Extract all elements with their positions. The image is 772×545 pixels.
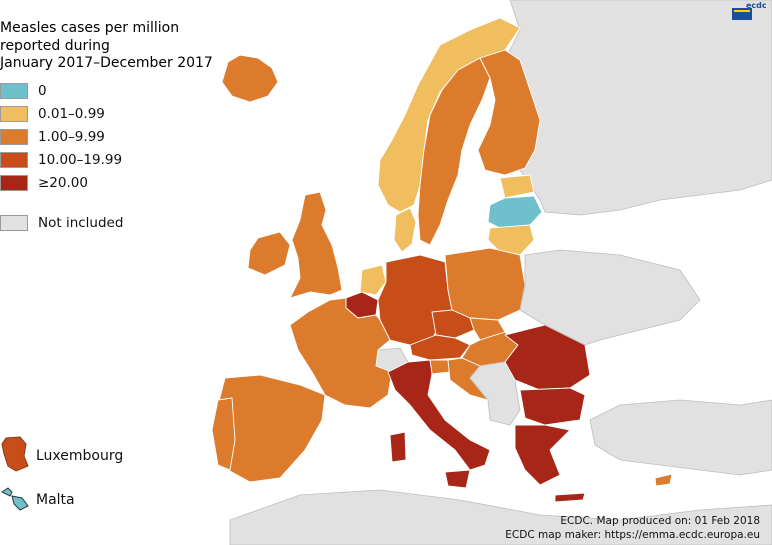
country-italy [387,359,491,471]
legend-item-5: Not included [0,214,123,232]
inset-label-luxembourg: Luxembourg [36,448,124,464]
legend-swatch [0,152,28,168]
legend-label: Not included [38,215,124,231]
legend-label: 0.01–0.99 [38,106,105,122]
country-slovenia [429,359,451,375]
legend-label: 1.00–9.99 [38,129,105,145]
country-latvia [487,195,543,229]
region-turkey [589,399,772,476]
country-poland [444,247,526,321]
region-ukraine-belarus [519,249,701,346]
country-austria [409,334,471,361]
country-denmark [393,207,417,253]
legend-label: 10.00–19.99 [38,152,123,168]
country-iceland [221,54,279,103]
country-estonia [499,174,535,199]
legend-title: Measles cases per million reported durin… [0,20,213,71]
country-netherlands [359,264,387,296]
region-north-africa [229,489,772,545]
ecdc-logo-text: ecdc [746,1,766,10]
malta-inset [1,487,29,511]
legend-item-4: ≥20.00 [0,174,88,192]
country-ireland [247,231,291,276]
country-sweden [417,57,491,246]
legend-label: 0 [38,83,47,99]
legend-swatch [0,106,28,122]
map-credits: ECDC. Map produced on: 01 Feb 2018 ECDC … [505,515,760,542]
legend-swatch [0,83,28,99]
credits-line-2: ECDC map maker: https://emma.ecdc.europa… [505,528,760,541]
country-portugal [211,397,236,471]
ecdc-logo-icon: ecdc [732,1,766,20]
legend-item-2: 1.00–9.99 [0,128,105,146]
country-bulgaria [519,387,586,426]
legend-swatch [0,129,28,145]
country-uk [289,191,343,299]
inset-label-malta: Malta [36,492,75,508]
legend-item-1: 0.01–0.99 [0,105,105,123]
country-finland [477,49,541,176]
legend-item-0: 0 [0,82,47,100]
region-russia [499,0,772,216]
credits-line-1: ECDC. Map produced on: 01 Feb 2018 [560,515,760,527]
legend-item-3: 10.00–19.99 [0,151,122,169]
legend-swatch [0,215,28,231]
legend-swatch [0,175,28,191]
country-italy-sicily [444,469,471,489]
legend-label: ≥20.00 [38,175,88,191]
country-greece-crete [554,492,586,503]
country-italy-sardinia [389,431,407,463]
luxembourg-inset [1,436,29,472]
country-greece [514,424,571,486]
country-cyprus [654,473,673,487]
